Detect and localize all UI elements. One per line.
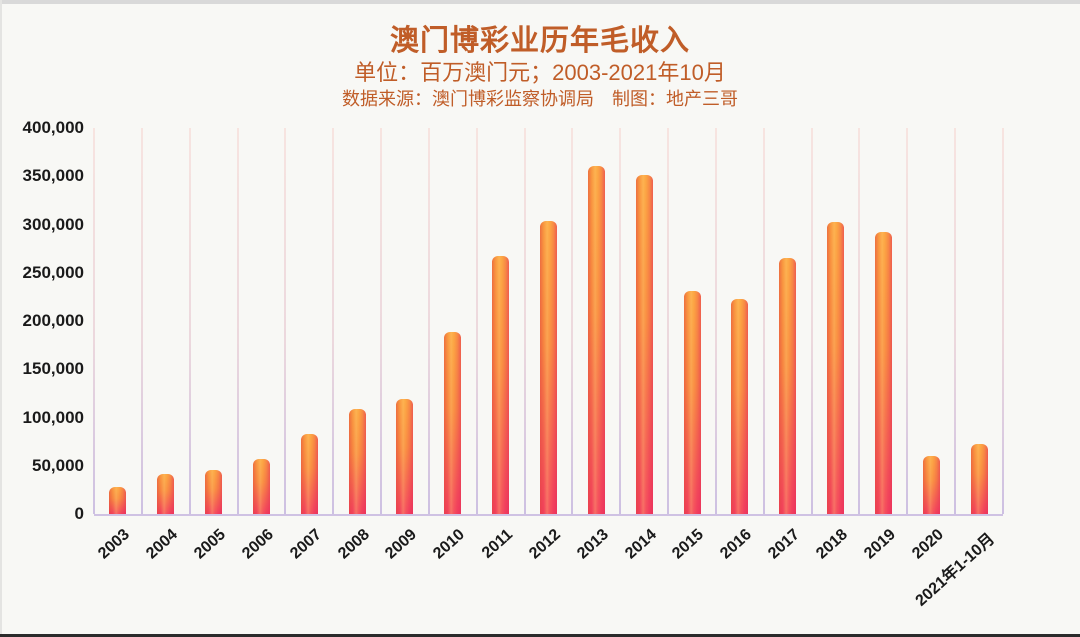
x-tick-label-2007: 2007	[286, 526, 325, 563]
vertical-gridline	[188, 128, 191, 514]
bar-2005	[205, 469, 223, 514]
x-tick-label-2019: 2019	[860, 526, 899, 563]
bar-2012	[540, 220, 557, 514]
vertical-gridline	[714, 128, 717, 514]
window-bottom-border	[0, 634, 1080, 637]
chart-subtitle: 单位：百万澳门元；2003-2021年10月	[354, 60, 726, 85]
vertical-gridline	[140, 128, 143, 514]
bar-2014	[635, 174, 653, 514]
x-tick-label-2008: 2008	[334, 526, 373, 563]
vertical-gridline	[236, 128, 239, 514]
vertical-gridline	[810, 128, 813, 514]
vertical-gridline	[906, 128, 909, 514]
x-tick-label-2011: 2011	[478, 526, 517, 562]
vertical-gridline	[762, 128, 765, 514]
x-tick-label-2005: 2005	[191, 526, 229, 563]
bar-2021年1-10月	[970, 444, 988, 514]
bar-2009	[396, 398, 414, 514]
bar-2020	[922, 455, 940, 514]
x-tick-label-2012: 2012	[526, 526, 564, 563]
bar-2013	[587, 165, 605, 514]
bar-2017	[779, 257, 797, 514]
vertical-gridline	[93, 128, 95, 514]
vertical-gridline	[571, 128, 574, 514]
x-tick-label-2004: 2004	[143, 526, 182, 563]
x-tick-label-2018: 2018	[813, 526, 851, 563]
vertical-gridline	[523, 128, 526, 514]
y-tick-label: 150,000	[22, 359, 84, 379]
bar-2004	[157, 474, 175, 514]
vertical-gridline	[284, 128, 287, 514]
bar-chart-plot-area	[93, 128, 1004, 516]
vertical-gridline	[619, 128, 622, 514]
chart-source-credit: 数据来源：澳门博彩监察协调局 制图：地产三哥	[342, 89, 738, 109]
chart-header: 澳门博彩业历年毛收入 单位：百万澳门元；2003-2021年10月 数据来源：澳…	[0, 24, 1080, 111]
window-left-border	[0, 0, 2, 637]
vertical-gridline	[667, 128, 670, 514]
chart-title: 澳门博彩业历年毛收入	[389, 25, 690, 57]
x-tick-label-2013: 2013	[573, 526, 612, 563]
y-tick-label: 300,000	[22, 214, 84, 234]
vertical-gridline	[858, 128, 861, 514]
x-axis: 2003 2004 2005 2006 2007 2008 2009 2010 2011 2012…	[94, 516, 1003, 626]
vertical-gridline	[475, 128, 478, 514]
x-tick-label-2010: 2010	[430, 526, 469, 563]
vertical-gridline	[1002, 128, 1004, 514]
vertical-gridline	[427, 128, 430, 514]
bar-2015	[683, 291, 701, 514]
bar-2011	[492, 255, 510, 514]
bar-2007	[300, 433, 318, 514]
bar-2019	[874, 231, 892, 514]
y-tick-label: 0	[74, 504, 84, 523]
bar-2018	[827, 221, 845, 514]
x-tick-label-2016: 2016	[717, 526, 756, 563]
bar-2010	[444, 332, 462, 514]
x-tick-label-2017: 2017	[765, 526, 804, 563]
vertical-gridline	[380, 128, 383, 514]
bar-2008	[348, 409, 366, 514]
vertical-gridline	[954, 128, 957, 514]
y-tick-label: 100,000	[22, 407, 84, 427]
window-top-border	[0, 0, 1080, 4]
bar-2006	[252, 459, 270, 514]
vertical-gridline	[332, 128, 335, 514]
y-tick-label: 350,000	[22, 166, 84, 186]
y-tick-label: 200,000	[22, 311, 84, 330]
y-axis: 0 50,000 100,000 150,000 200,000 250,000 300,0…	[0, 118, 84, 523]
x-tick-label-2020: 2020	[908, 526, 947, 563]
y-tick-label: 400,000	[22, 118, 84, 137]
x-tick-label-2006: 2006	[239, 526, 277, 563]
bar-2003	[109, 486, 127, 514]
bar-2016	[731, 298, 749, 514]
x-tick-label-2015: 2015	[669, 526, 708, 563]
x-tick-label-2014: 2014	[621, 526, 660, 563]
x-tick-label-2009: 2009	[382, 526, 421, 563]
x-tick-label-2003: 2003	[95, 526, 134, 563]
y-tick-label: 50,000	[32, 455, 84, 475]
y-tick-label: 250,000	[22, 262, 84, 282]
